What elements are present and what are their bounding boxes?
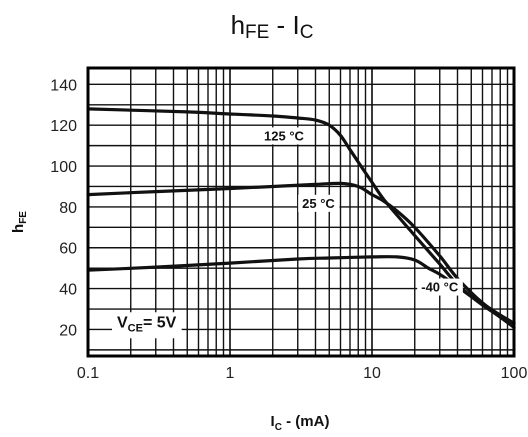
x-tick-label: 1 [226, 365, 235, 382]
note-v: V [117, 314, 128, 331]
title-i-sub: C [300, 22, 314, 43]
x-tick-labels: 0.1 1 10 100 [77, 365, 528, 382]
y-tick-labels: 20 40 60 80 100 120 140 [50, 77, 77, 339]
y-tick-label: 20 [59, 322, 77, 339]
curve-labels: 125 °C 25 °C -40 °C [260, 127, 463, 296]
title-i: I [292, 10, 299, 40]
note-v-sub: CE [128, 322, 143, 334]
y-tick-label: 140 [50, 77, 77, 94]
ylabel-sub: FE [18, 211, 29, 224]
x-tick-label: 100 [501, 365, 528, 382]
series-line-2 [86, 255, 516, 329]
y-tick-label: 80 [59, 200, 77, 217]
curve-label-text: 125 °C [264, 128, 305, 143]
curve-label-bg [417, 278, 463, 296]
x-axis-label: IC - (mA) [271, 413, 330, 433]
series-line-1 [86, 181, 516, 325]
y-tick-label: 100 [50, 159, 77, 176]
title-h-sub: FE [245, 22, 269, 43]
curve-label-1: 25 °C [298, 194, 340, 212]
curve-label-bg [298, 194, 340, 212]
note-rest: = 5V [143, 314, 177, 331]
note-text: VCE= 5V [117, 314, 177, 334]
x-tick-label: 10 [363, 365, 381, 382]
curve-label-text: 25 °C [302, 196, 335, 211]
ylabel-h: h [10, 224, 27, 233]
y-tick-label: 60 [59, 241, 77, 258]
xlabel-sub: C [275, 422, 282, 433]
chart-title: hFE - IC [231, 10, 314, 43]
y-tick-label: 40 [59, 282, 77, 299]
title-dash: - [277, 10, 286, 40]
plot-frame [86, 66, 516, 358]
curve-label-bg [260, 127, 309, 145]
xlabel-i: I [271, 413, 275, 430]
condition-note: VCE= 5V [111, 312, 182, 339]
x-tick-label: 0.1 [77, 365, 99, 382]
title-h: h [231, 10, 245, 40]
y-axis-label: hFE [10, 211, 29, 233]
curve-label-text: -40 °C [421, 280, 459, 295]
y-tick-label: 120 [50, 118, 77, 135]
curve-label-2: -40 °C [417, 278, 463, 296]
note-background [111, 312, 182, 339]
curve-label-0: 125 °C [260, 127, 309, 145]
xlabel-rest: - (mA) [282, 413, 330, 430]
